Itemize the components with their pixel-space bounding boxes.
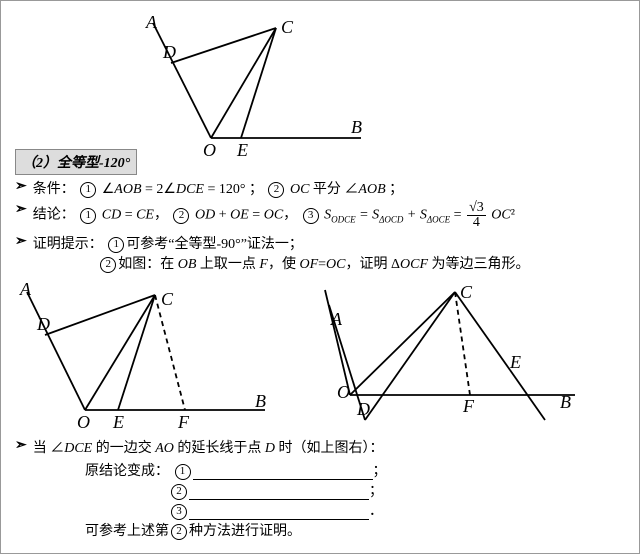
- figure-3: A C E O D F B: [295, 280, 585, 430]
- svg-text:D: D: [356, 399, 370, 419]
- svg-text:F: F: [177, 412, 190, 430]
- extension-line: ➣ 当 ∠DCE 的一边交 AO 的延长线于点 D 时（如上图右）：: [15, 437, 625, 457]
- svg-text:C: C: [460, 282, 473, 302]
- svg-text:B: B: [560, 392, 571, 412]
- svg-text:A: A: [19, 280, 32, 299]
- svg-text:D: D: [162, 42, 176, 62]
- marker-1: 1: [80, 182, 96, 198]
- section-header: （2）全等型-120°: [15, 149, 137, 175]
- figure-2: A D C O E F B: [15, 280, 285, 430]
- blank-3[interactable]: [189, 505, 369, 520]
- conditions-line: ➣ 条件： 1 ∠AOB = 2∠DCE = 120° ； 2 OC 平分 ∠A…: [15, 178, 625, 198]
- svg-text:O: O: [77, 412, 90, 430]
- svg-text:D: D: [36, 314, 50, 334]
- svg-text:B: B: [255, 391, 266, 411]
- svg-text:C: C: [161, 289, 174, 309]
- svg-text:C: C: [281, 17, 294, 37]
- proof-hint-line: ➣ 证明提示： 1可参考“全等型-90°”证法一； 2如图：在 OB 上取一点 …: [15, 233, 625, 273]
- svg-text:A: A: [145, 13, 158, 32]
- svg-text:O: O: [203, 140, 216, 160]
- blank-1[interactable]: [193, 465, 373, 480]
- marker-2: 2: [268, 182, 284, 198]
- svg-text:E: E: [236, 140, 248, 160]
- svg-text:A: A: [330, 309, 343, 329]
- svg-text:O: O: [337, 382, 350, 402]
- blank-2[interactable]: [189, 485, 369, 500]
- figure-1: A D C O E B: [141, 13, 381, 163]
- document-page: （2）全等型-120° A D C O E B ➣ 条件： 1 ∠AOB = 2…: [0, 0, 640, 554]
- fill-blanks: 原结论变成： 1； 2； 3． 可参考上述第2种方法进行证明。: [85, 460, 625, 540]
- svg-text:E: E: [509, 352, 521, 372]
- conclusion-line: ➣ 结论： 1 CD = CE， 2 OD + OE = OC， 3 SODCE…: [15, 201, 625, 230]
- svg-text:F: F: [462, 396, 475, 416]
- svg-text:E: E: [112, 412, 124, 430]
- svg-text:B: B: [351, 117, 362, 137]
- bullet-arrow: ➣: [15, 201, 27, 218]
- bullet-arrow: ➣: [15, 178, 27, 195]
